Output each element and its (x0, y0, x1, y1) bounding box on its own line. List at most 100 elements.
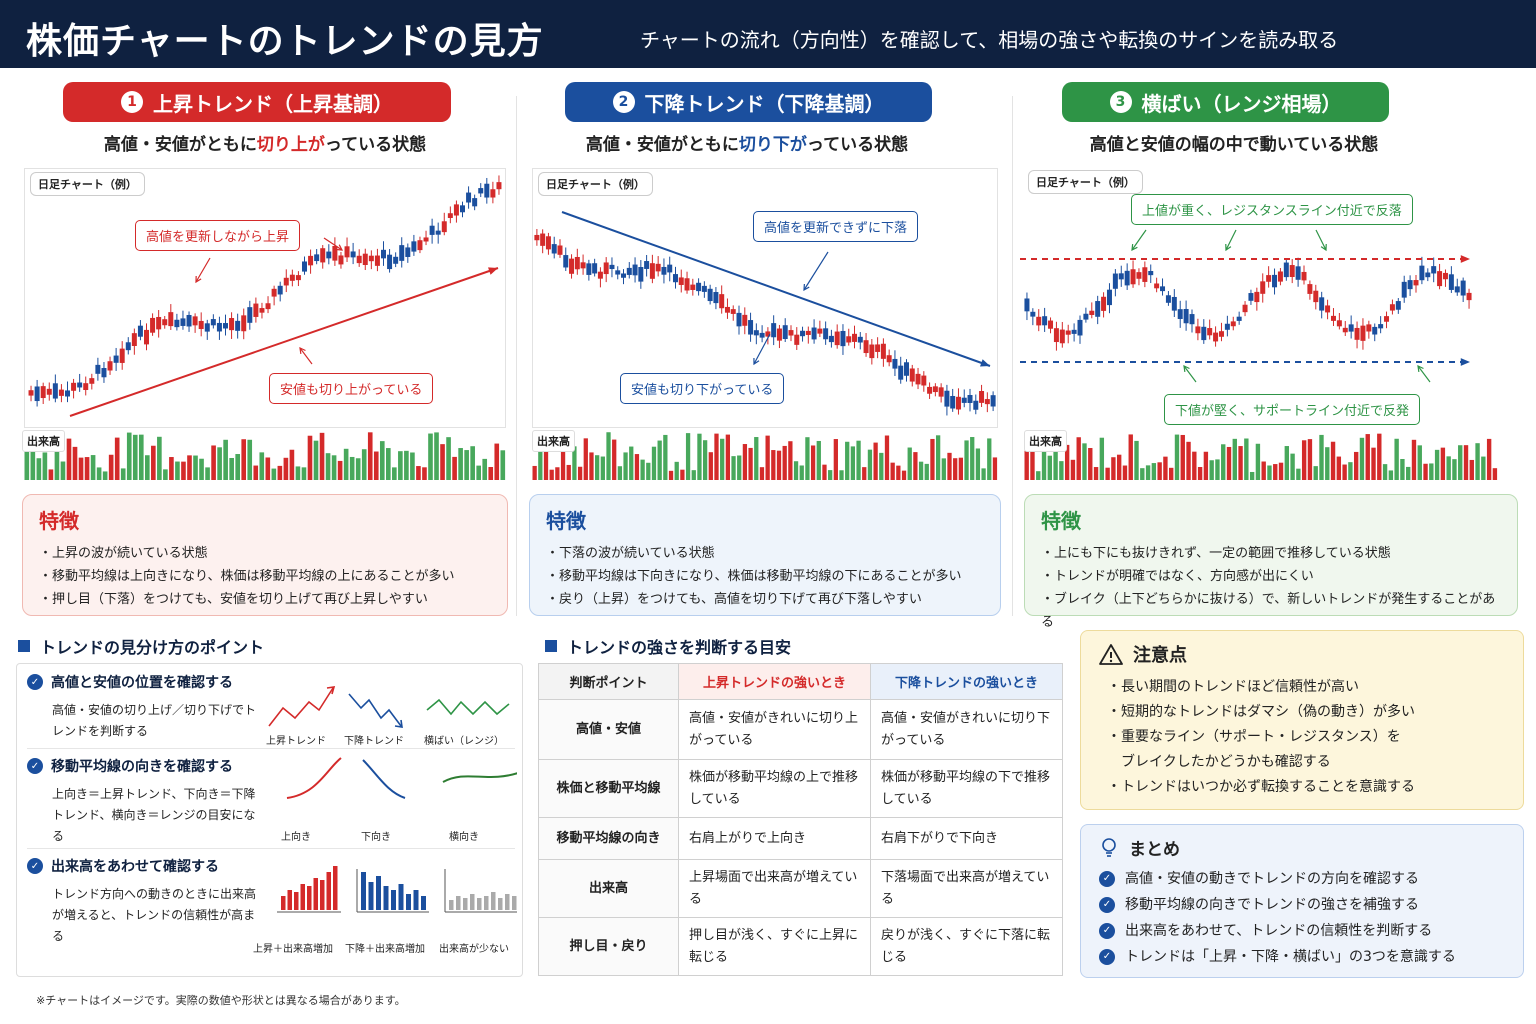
strength-heading: トレンドの強さを判断する目安 (545, 634, 791, 658)
volume-bar (1064, 444, 1070, 480)
candle-body (1230, 321, 1236, 327)
caution-item: ・重要なライン（サポート・レジスタンス）を (1107, 729, 1401, 745)
support-callout: 下値が堅く、サポートライン付近で反発 (1164, 394, 1421, 425)
candle-body (540, 233, 546, 246)
volume-bar (331, 455, 337, 480)
candle-body (1401, 281, 1407, 298)
volume-bar (1192, 451, 1197, 480)
mini-diagrams (268, 686, 517, 913)
volume-bar (566, 464, 571, 480)
mini-volume-bar (307, 886, 312, 910)
volume-bar (1365, 434, 1370, 480)
caution-title: 注意点 (1133, 645, 1187, 666)
arrow-head (1460, 255, 1470, 263)
candle-body (863, 340, 869, 354)
warning-icon (1099, 644, 1123, 665)
volume-bar (896, 465, 901, 480)
volume-bar (1145, 465, 1151, 480)
volume-bar (901, 470, 907, 480)
candle-body (1266, 275, 1272, 282)
table-cell: 株価と移動平均線 (538, 759, 679, 818)
candle-body (967, 395, 973, 403)
table-cell: 移動平均線の向き (538, 817, 679, 860)
mini-volume-bar (498, 898, 503, 910)
volume-bar (187, 455, 192, 480)
volume-bar (392, 467, 397, 480)
volume-bar (1301, 440, 1307, 480)
candle-body (441, 221, 447, 233)
candle-body (580, 262, 586, 269)
mini-label: 横ばい（レンジ） (424, 736, 504, 747)
volume-bar (1070, 459, 1076, 480)
feature-title: 特徴 (39, 509, 79, 533)
candle-body (387, 254, 393, 270)
candle-body (223, 323, 228, 329)
summary-item: ✓ 移動平均線の向きでトレンドの強さを補強する (1099, 892, 1505, 918)
desc-highlight: 切り下が (738, 135, 807, 155)
volume-bar (828, 470, 833, 480)
uptrend-desc: 高値・安値がともに切り上がっている状態 (22, 130, 508, 155)
volume-bar (452, 456, 457, 480)
volume-bar (992, 457, 998, 480)
volume-bar (1429, 463, 1434, 480)
pointer-line (803, 251, 829, 291)
volume-bar (1169, 467, 1174, 480)
volume-bar (30, 442, 36, 480)
volume-bar (589, 452, 594, 480)
volume-bar (259, 452, 265, 480)
pointer-line (195, 257, 211, 283)
candle-body (828, 335, 834, 343)
volume-bar (470, 446, 475, 480)
volume-bar (1371, 447, 1376, 480)
candle-body (1053, 328, 1059, 343)
candle-body (1454, 286, 1460, 293)
candle-body (271, 288, 277, 297)
candle-body (1201, 326, 1207, 341)
volume-bar (373, 451, 379, 480)
candle-body (107, 361, 113, 371)
volume-bar (1446, 456, 1451, 480)
volume-bar (595, 455, 600, 480)
uptrend-features: 特徴 ・上昇の波が続いている状態 ・移動平均線は上向きになり、株価は移動平均線の上に… (22, 494, 508, 616)
volume-bar (890, 462, 895, 480)
candle-body (1030, 311, 1036, 317)
check-icon: ✓ (27, 858, 43, 874)
candle-body (435, 230, 441, 235)
candle-body (1101, 296, 1107, 311)
resistance-callout: 上値が重く、レジスタンスライン付近で反落 (1131, 194, 1413, 225)
mini-volume-bar (477, 898, 482, 910)
heading-text: トレンドの見分け方のポイント (40, 638, 265, 657)
volume-bar (247, 439, 253, 480)
volume-bar (640, 459, 645, 480)
volume-bar (1093, 467, 1099, 480)
volume-bar (776, 450, 782, 480)
candle-body (753, 330, 759, 336)
candle-body (168, 312, 174, 327)
volume-bar (657, 440, 662, 480)
candle-body (840, 330, 846, 347)
volume-bar (355, 458, 361, 480)
mini-volume-bar (391, 890, 396, 910)
volume-bar (440, 444, 445, 480)
feature-item: ・トレンドが明確ではなく、方向感が出にくい (1041, 569, 1314, 584)
candle-body (1195, 326, 1201, 334)
volume-bar (793, 461, 799, 480)
candle-body (1295, 266, 1301, 280)
candle-body (1330, 315, 1336, 321)
pointer-line (1183, 365, 1197, 383)
volume-bar (1157, 462, 1162, 480)
candle-body (356, 255, 362, 264)
candle-body (603, 262, 609, 275)
candle-body (417, 240, 423, 251)
candle-body (678, 277, 684, 285)
volume-bar (96, 467, 102, 480)
downtrend-label: 下降トレンド（下降基調） (644, 91, 885, 116)
mini-volume-bar (333, 866, 338, 910)
column-header: 下降トレンドの強いとき (870, 663, 1063, 700)
range-volume (1024, 432, 1498, 480)
volume-bar (1452, 459, 1457, 480)
arrow-head (1460, 358, 1470, 366)
page-title: 株価チャートのトレンドの見方 (26, 21, 544, 62)
volume-bar (833, 439, 838, 480)
points-heading: トレンドの見分け方のポイント (18, 634, 264, 658)
